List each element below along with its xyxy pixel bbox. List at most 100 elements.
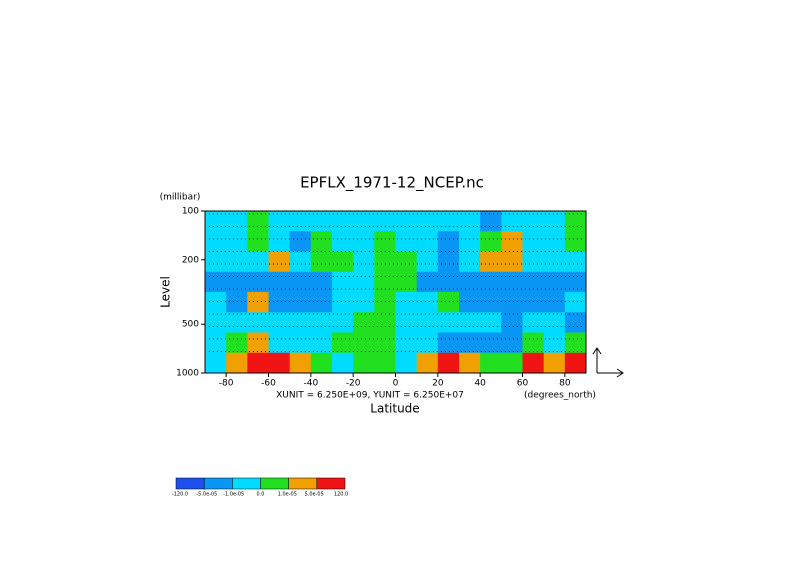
cell <box>459 211 481 232</box>
cell <box>437 312 460 333</box>
cell <box>353 332 375 354</box>
cell <box>374 251 396 273</box>
cell <box>332 312 354 333</box>
cell <box>247 352 269 374</box>
x-units: (degrees_north) <box>524 391 596 401</box>
cell <box>310 211 333 232</box>
reference-arrow <box>592 347 624 378</box>
cell <box>310 292 333 313</box>
cell <box>310 352 333 374</box>
x-tick-label: -40 <box>303 379 318 389</box>
cell <box>564 332 587 354</box>
cell <box>522 292 545 313</box>
colorbar-label: -120.0 <box>172 492 188 498</box>
cell <box>480 312 502 333</box>
cell <box>268 352 291 374</box>
cell <box>564 231 587 252</box>
cell <box>353 231 375 252</box>
cell <box>522 271 545 293</box>
cell <box>564 211 587 232</box>
cell <box>289 231 312 252</box>
cell <box>395 211 418 232</box>
cell <box>289 352 312 374</box>
cell <box>416 231 439 252</box>
cell <box>416 312 439 333</box>
cell <box>205 231 227 252</box>
cell <box>543 211 566 232</box>
cell <box>395 251 418 273</box>
cell <box>226 292 248 313</box>
cell <box>564 271 587 293</box>
x-tick-label: 0 <box>393 379 399 389</box>
cell <box>480 292 502 313</box>
x-tick-label: -60 <box>261 379 276 389</box>
cell <box>459 312 481 333</box>
cell <box>374 312 396 333</box>
cell <box>205 292 227 313</box>
cell <box>522 332 545 354</box>
cell <box>480 271 502 293</box>
x-axis-label: Latitude <box>370 402 419 416</box>
cell <box>543 312 566 333</box>
cell <box>268 292 291 313</box>
cell <box>522 352 545 374</box>
x-tick-label: 40 <box>474 379 486 389</box>
cell <box>437 332 460 354</box>
colorbar-box <box>288 477 318 490</box>
cell <box>310 332 333 354</box>
cell <box>480 211 502 232</box>
cell <box>226 312 248 333</box>
colorbar-box <box>232 477 261 490</box>
colorbar-box <box>175 477 205 490</box>
cell <box>564 312 587 333</box>
cell <box>395 332 418 354</box>
cell <box>289 332 312 354</box>
colorbar-label: 0.0 <box>257 492 265 498</box>
cell <box>459 292 481 313</box>
colorbar-label: 120.0 <box>334 492 348 498</box>
y-tick-label: 1000 <box>176 369 199 379</box>
cell <box>416 352 439 374</box>
cell <box>395 352 418 374</box>
cell <box>543 352 566 374</box>
cell <box>480 352 502 374</box>
cell <box>310 231 333 252</box>
field <box>205 211 587 374</box>
cell <box>310 271 333 293</box>
cell <box>543 231 566 252</box>
cell <box>332 332 354 354</box>
cell <box>543 292 566 313</box>
cell <box>416 292 439 313</box>
cell <box>205 332 227 354</box>
cell <box>353 271 375 293</box>
colorbar-label: 5.0e-05 <box>305 492 324 498</box>
cell <box>332 231 354 252</box>
cell <box>332 211 354 232</box>
cell <box>459 271 481 293</box>
cell <box>226 231 248 252</box>
cell <box>310 312 333 333</box>
cell <box>205 251 227 273</box>
cell <box>205 271 227 293</box>
cell <box>226 352 248 374</box>
cell <box>522 251 545 273</box>
cell <box>332 251 354 273</box>
colorbar-box <box>316 477 346 490</box>
cell <box>226 271 248 293</box>
cell <box>522 231 545 252</box>
annotation: XUNIT = 6.250E+09, YUNIT = 6.250E+07 <box>276 391 464 401</box>
cell <box>501 292 523 313</box>
cell <box>332 292 354 313</box>
cell <box>374 352 396 374</box>
cell <box>501 332 523 354</box>
cell <box>543 251 566 273</box>
cell <box>268 251 291 273</box>
cell <box>310 251 333 273</box>
cell <box>332 271 354 293</box>
cell <box>395 271 418 293</box>
cell <box>205 211 227 232</box>
x-tick-label: -20 <box>346 379 361 389</box>
cell <box>416 251 439 273</box>
cell <box>205 352 227 374</box>
cell <box>564 292 587 313</box>
